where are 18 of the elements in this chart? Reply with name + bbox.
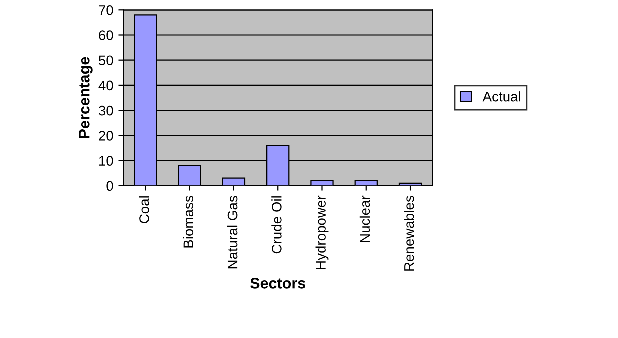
x-tick-label: Hydropower xyxy=(316,196,329,270)
y-tick-label: 40 xyxy=(98,80,114,91)
x-tick-label: Nuclear xyxy=(360,196,370,242)
y-tick-label: 30 xyxy=(98,106,114,116)
x-tick-label: Biomass xyxy=(183,196,194,248)
x-tick-label: Crude Oil xyxy=(272,196,282,254)
y-tick-label: 10 xyxy=(99,156,114,166)
y-tick-label: 20 xyxy=(99,131,114,141)
x-tick-label: Renewables xyxy=(404,196,414,271)
y-tick-label: 0 xyxy=(106,181,114,192)
y-tick-label: 60 xyxy=(99,30,114,40)
x-tick-label: Coal xyxy=(139,196,150,224)
y-tick-label: 70 xyxy=(99,5,114,16)
y-axis-title: Percentage xyxy=(79,57,93,138)
x-axis-title: Sectors xyxy=(250,278,306,289)
legend-label: Actual xyxy=(482,92,520,102)
y-tick-label: 50 xyxy=(98,56,114,66)
x-tick-label: Natural Gas xyxy=(227,196,238,269)
